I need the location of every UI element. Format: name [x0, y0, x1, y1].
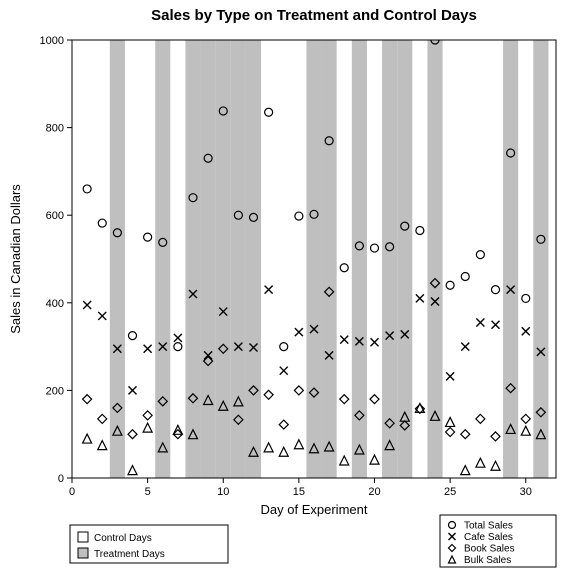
legend-series-label: Cafe Sales: [464, 532, 513, 543]
svg-text:20: 20: [368, 486, 380, 498]
chart-title: Sales by Type on Treatment and Control D…: [151, 7, 477, 24]
svg-text:800: 800: [46, 123, 64, 135]
legend-series-label: Bulk Sales: [464, 555, 511, 566]
svg-text:15: 15: [293, 486, 305, 498]
y-axis-label: Sales in Canadian Dollars: [8, 184, 23, 334]
legend-series-label: Total Sales: [464, 521, 513, 532]
svg-text:0: 0: [58, 473, 64, 485]
svg-text:30: 30: [520, 486, 532, 498]
sales-chart: 0 5 10 15 20 25 30 0 200 400 600 800 1000 Sales by Ty…: [0, 0, 574, 570]
svg-text:25: 25: [444, 486, 456, 498]
svg-text:400: 400: [46, 298, 64, 310]
x-axis-label: Day of Experiment: [261, 502, 368, 517]
treatment-bands: [110, 40, 549, 478]
legend-days-label: Control Days: [94, 533, 152, 544]
svg-text:5: 5: [145, 486, 151, 498]
svg-text:1000: 1000: [40, 35, 64, 47]
svg-text:10: 10: [217, 486, 229, 498]
legend-series-label: Book Sales: [464, 544, 515, 555]
svg-text:0: 0: [69, 486, 75, 498]
svg-text:600: 600: [46, 210, 64, 222]
svg-text:200: 200: [46, 385, 64, 397]
legend-days-label: Treatment Days: [94, 549, 165, 560]
